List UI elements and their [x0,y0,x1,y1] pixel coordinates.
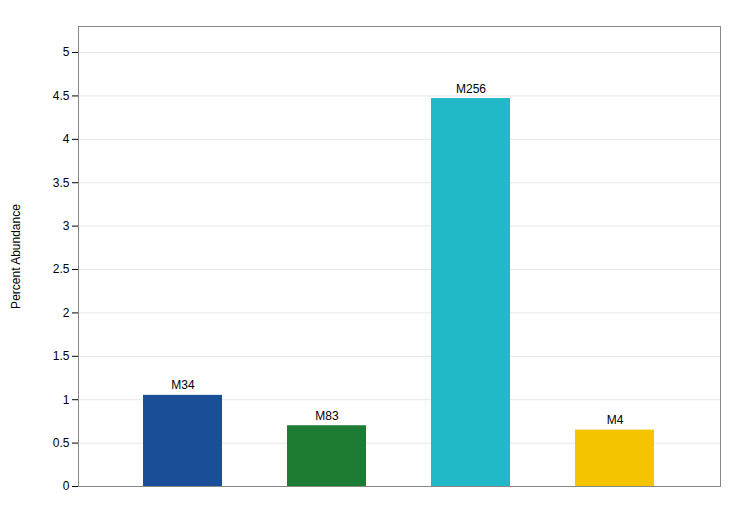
svg-text:M256: M256 [456,82,486,96]
svg-text:3.5: 3.5 [53,176,70,190]
svg-text:1.5: 1.5 [53,349,70,363]
svg-text:M4: M4 [607,413,624,427]
svg-text:M34: M34 [171,378,195,392]
svg-text:2: 2 [63,306,70,320]
svg-text:M83: M83 [315,409,339,423]
svg-text:2.5: 2.5 [53,262,70,276]
svg-text:0.5: 0.5 [53,436,70,450]
svg-text:4.5: 4.5 [53,89,70,103]
svg-text:Percent Abundance: Percent Abundance [9,204,23,309]
svg-text:1: 1 [63,393,70,407]
svg-text:0: 0 [63,479,70,493]
svg-text:3: 3 [63,219,70,233]
svg-text:4: 4 [63,132,70,146]
svg-text:5: 5 [63,45,70,59]
